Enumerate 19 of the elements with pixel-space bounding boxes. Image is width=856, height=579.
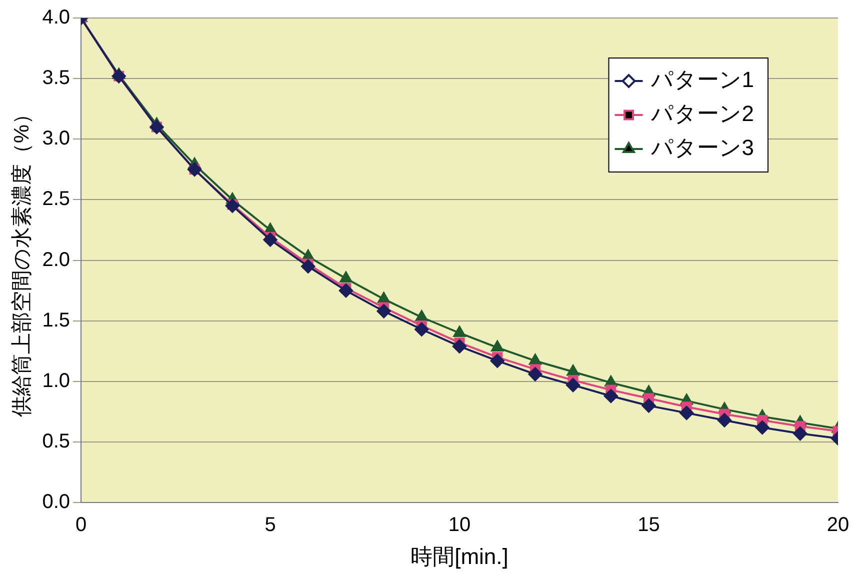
y-tick-label: 1.0 [42, 370, 70, 392]
y-tick-label: 0.0 [42, 491, 70, 514]
y-axis-title: 供給筒上部空間の水素濃度（%） [10, 103, 34, 418]
x-axis-title: 時間[min.] [410, 544, 508, 569]
legend-label: パターン3 [650, 135, 754, 160]
legend-label: パターン1 [650, 67, 754, 92]
y-tick-label: 3.0 [42, 128, 70, 150]
legend-label: パターン2 [650, 101, 754, 126]
x-tick-label: 15 [638, 514, 660, 536]
y-tick-label: 3.5 [42, 67, 70, 90]
x-tick-label: 10 [448, 514, 471, 536]
x-tick-label: 0 [75, 514, 87, 536]
x-tick-label: 5 [264, 514, 276, 536]
y-tick-label: 1.5 [42, 309, 70, 332]
y-tick-label: 2.5 [42, 188, 70, 210]
y-tick-label: 2.0 [42, 248, 70, 271]
y-tick-label: 4.0 [42, 6, 70, 29]
x-tick-label: 20 [826, 514, 850, 536]
y-tick-label: 0.5 [42, 430, 70, 453]
